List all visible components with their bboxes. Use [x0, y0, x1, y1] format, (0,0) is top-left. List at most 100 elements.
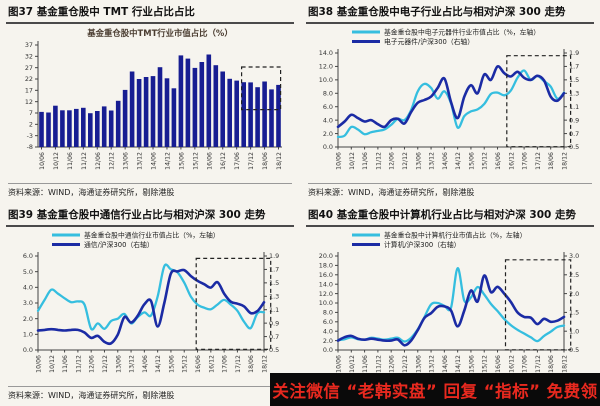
x-tick-label: 12/06	[389, 152, 396, 170]
legend-label: 计算机/沪深300（右轴）	[384, 240, 460, 249]
bar	[248, 82, 253, 147]
fig37-inner-title: 基金重仓股中TMT行业市值占比（%）	[86, 28, 232, 38]
y-tick-label: 1.7	[569, 63, 579, 71]
x-tick-label: 13/12	[137, 152, 144, 170]
bar	[178, 55, 184, 147]
fig38-source: 资料来源：WIND，海通证券研究所，剔除港股	[308, 183, 592, 198]
x-tick-label: 14/06	[442, 152, 449, 170]
y-tick-label: 0.7	[269, 333, 279, 341]
bar	[67, 110, 72, 147]
y-tick-label: 16.0	[319, 271, 333, 279]
y-tick-label: 3.0	[23, 299, 33, 307]
fig38-title: 图38 基金重仓股中电子行业占比与相对沪深 300 走势	[306, 5, 594, 24]
x-tick-label: 11/06	[362, 355, 369, 373]
y-tick-label: 0.5	[569, 143, 579, 151]
bar	[164, 78, 170, 147]
panel-fig39: 图39 基金重仓股中通信行业占比与相对沪深 300 走势 6.0 5.0 4.0 3.…	[0, 203, 300, 406]
fig39-y-axis-right: 1.9 1.7 1.5 1.3 1.1 0.9 0.7 0.5	[264, 252, 279, 354]
fig39-x-axis: 10/06 10/12 11/06 11/12 12/06 12/12 13/06 13/12…	[36, 350, 269, 373]
x-tick-label: 18/06	[548, 152, 555, 170]
x-tick-label: 11/12	[375, 152, 382, 170]
x-tick-label: 17/06	[234, 152, 241, 170]
y-tick-label: 2.0	[569, 290, 579, 298]
y-tick-label: 1.5	[569, 309, 579, 317]
x-tick-label: 15/06	[168, 355, 175, 373]
fig40-highlight-box	[504, 259, 572, 351]
y-tick-label: 12.0	[319, 290, 333, 298]
x-tick-label: 14/06	[142, 355, 149, 373]
x-tick-label: 12/06	[95, 152, 102, 170]
x-tick-label: 10/12	[349, 355, 356, 373]
x-tick-label: 17/12	[535, 152, 542, 170]
x-tick-label: 16/12	[508, 355, 515, 373]
fig38-y-axis-right: 1.9 1.7 1.5 1.3 1.1 0.9 0.7 0.5	[564, 49, 579, 151]
bar	[185, 58, 191, 147]
y-tick-label: 0.9	[569, 116, 579, 124]
y-tick-label: 14.0	[319, 49, 333, 57]
y-tick-label: 2.0	[323, 337, 333, 345]
bar	[241, 82, 246, 147]
y-tick-label: -3	[27, 132, 33, 140]
x-tick-label: 10/12	[53, 152, 60, 170]
y-tick-label: 5.0	[23, 268, 33, 276]
bar	[39, 111, 44, 147]
x-tick-label: 16/12	[508, 152, 515, 170]
x-tick-label: 18/12	[562, 355, 569, 373]
x-tick-label: 18/06	[248, 355, 255, 373]
bar	[122, 89, 128, 147]
x-tick-label: 15/12	[182, 355, 189, 373]
x-tick-label: 17/12	[235, 355, 242, 373]
y-tick-label: 32	[25, 53, 33, 61]
x-tick-label: 14/12	[455, 355, 462, 373]
x-tick-label: 18/12	[562, 152, 569, 170]
x-tick-label: 13/06	[115, 355, 122, 373]
y-tick-label: 1.7	[269, 266, 279, 274]
x-tick-label: 13/12	[129, 355, 136, 373]
fig40-legend: 基金重仓股中计算机行业市值占比（%，左轴）计算机/沪深300（右轴）	[352, 230, 526, 249]
x-tick-label: 18/12	[276, 152, 283, 170]
y-tick-label: 0.0	[323, 143, 333, 151]
y-tick-label: 0.5	[569, 346, 579, 354]
y-tick-label: 0.0	[23, 346, 33, 354]
fig39-y-axis-left: 6.0 5.0 4.0 3.0 2.0 1.0 0.0	[23, 252, 38, 354]
panel-fig38: 图38 基金重仓股中电子行业占比与相对沪深 300 走势 14.0 12.0 10.…	[300, 0, 600, 203]
y-tick-label: 10.0	[319, 76, 333, 84]
x-tick-label: 14/06	[442, 355, 449, 373]
fig37-chart: 37 32 27 22 17 12 7 2 -3 -8 10/06 10/12 11/06 11/12 12…	[25, 28, 283, 170]
y-tick-label: 6.0	[323, 318, 333, 326]
bar	[143, 77, 149, 147]
fig39-series-cyan-line	[36, 263, 266, 331]
fig39-series-navy-line	[36, 268, 266, 346]
fig39-title: 图39 基金重仓股中通信行业占比与相对沪深 300 走势	[6, 208, 294, 227]
y-tick-label: 1.0	[23, 331, 33, 339]
y-tick-label: 1.1	[269, 306, 279, 314]
x-tick-label: 12/06	[389, 355, 396, 373]
bar	[213, 65, 219, 147]
x-tick-label: 18/12	[262, 355, 269, 373]
x-tick-label: 11/06	[62, 355, 69, 373]
x-tick-label: 18/06	[262, 152, 269, 170]
y-tick-label: 2	[29, 121, 33, 129]
fig39-source: 资料来源：WIND，海通证券研究所，剔除港股	[8, 386, 292, 401]
y-tick-label: 0.0	[323, 346, 333, 354]
bar	[255, 87, 260, 147]
y-tick-label: 1.5	[269, 279, 279, 287]
x-tick-label: 16/12	[220, 152, 227, 170]
x-tick-label: 18/06	[548, 355, 555, 373]
bar	[101, 106, 107, 147]
fig39-highlight-box	[195, 257, 272, 350]
y-tick-label: 37	[25, 41, 33, 49]
fig40-series-navy-line	[336, 274, 566, 347]
x-tick-label: 13/12	[429, 355, 436, 373]
x-tick-label: 15/12	[482, 355, 489, 373]
panel-fig37: 图37 基金重仓股中 TMT 行业占比占比 37 32 27 22 17 12 7 2 -3 -8…	[0, 0, 300, 203]
y-tick-label: 0.7	[569, 130, 579, 138]
fig40-x-axis: 10/06 10/12 11/06 11/12 12/06 12/12 13/06 13/12…	[336, 350, 569, 373]
x-tick-label: 11/06	[67, 152, 74, 170]
y-tick-label: 2.0	[23, 315, 33, 323]
x-tick-label: 13/06	[415, 152, 422, 170]
x-tick-label: 14/12	[164, 152, 171, 170]
x-tick-label: 13/06	[123, 152, 130, 170]
